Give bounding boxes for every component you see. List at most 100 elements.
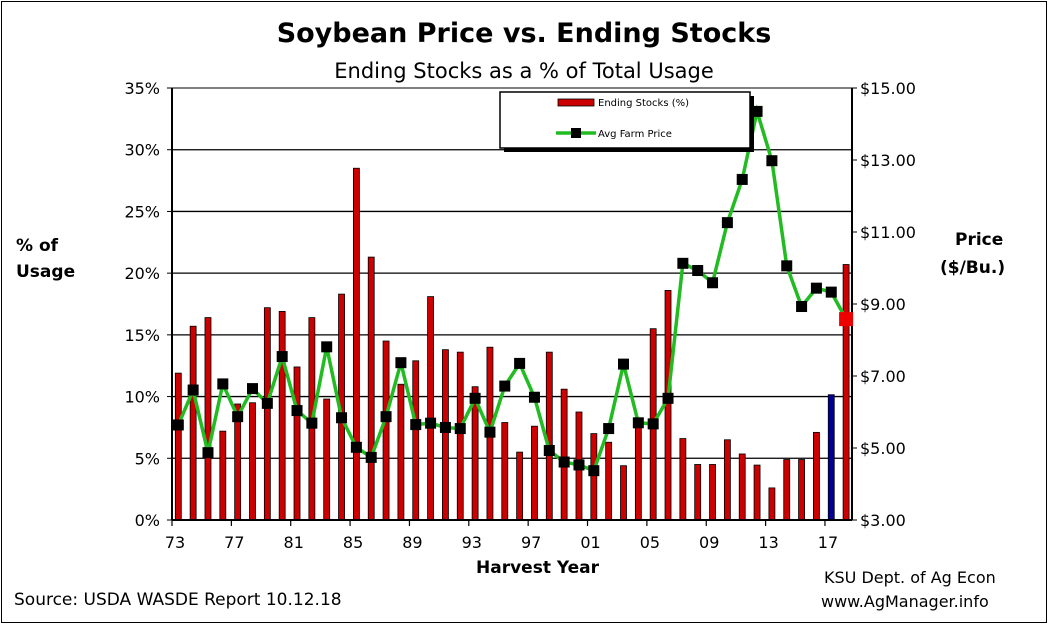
- legend-box: [499, 91, 751, 149]
- left-tick-label: 20%: [124, 264, 160, 283]
- price-marker-1978: [247, 383, 258, 395]
- bar-1974: [189, 325, 197, 521]
- right-tick-label: $3.00: [860, 511, 906, 530]
- left-tick-label: 10%: [124, 388, 160, 407]
- x-tick-label: 97: [521, 533, 541, 552]
- bar-1986: [367, 256, 375, 521]
- x-tick-label: 93: [462, 533, 482, 552]
- y-axis-right-label-line2: ($/Bu.): [940, 258, 1006, 278]
- price-marker-2017: [825, 286, 837, 298]
- price-marker-1985: [350, 441, 362, 453]
- price-marker-1987: [380, 411, 392, 423]
- price-marker-1980: [276, 351, 288, 363]
- bar-1987: [382, 340, 390, 521]
- price-marker-2014: [781, 260, 793, 272]
- price-marker-1990: [425, 417, 437, 429]
- price-marker-2006: [662, 392, 674, 404]
- bar-1991: [442, 349, 449, 521]
- bar-2011: [738, 453, 746, 521]
- bar-1973: [174, 372, 182, 521]
- legend-swatch-bar: [557, 98, 595, 107]
- bar-2018: [842, 264, 850, 521]
- price-marker-1981: [291, 405, 303, 417]
- bar-1981: [293, 366, 301, 521]
- price-marker-1983: [321, 341, 333, 353]
- price-marker-2013: [766, 155, 778, 167]
- bar-1995: [501, 422, 509, 521]
- price-marker-1992: [454, 423, 466, 435]
- y-axis-left-label-line2: Usage: [16, 262, 76, 282]
- price-marker-1993: [469, 392, 481, 404]
- bar-1992: [456, 351, 464, 521]
- chart-subtitle: Ending Stocks as a % of Total Usage: [334, 59, 714, 83]
- bar-1983: [323, 398, 331, 521]
- x-tick-label: 17: [818, 533, 838, 552]
- price-marker-1998: [543, 445, 555, 457]
- price-marker-1975: [202, 447, 214, 459]
- x-tick-label: 01: [580, 533, 600, 552]
- price-marker-1996: [514, 357, 526, 369]
- bar-1975: [204, 317, 212, 521]
- bar-2004: [634, 420, 642, 521]
- bar-1997: [531, 425, 538, 521]
- bar-2001: [590, 433, 598, 521]
- bar-2013: [768, 487, 776, 521]
- price-marker-2015: [796, 301, 808, 313]
- bar-1988: [397, 383, 405, 521]
- bar-1985: [352, 167, 360, 521]
- price-marker-1973: [172, 419, 184, 431]
- left-tick-label: 30%: [124, 141, 160, 160]
- price-marker-2002: [603, 423, 615, 435]
- bar-2010: [723, 439, 731, 521]
- price-marker-1997: [528, 391, 540, 403]
- source-note: Source: USDA WASDE Report 10.12.18: [14, 590, 342, 610]
- price-marker-2003: [618, 358, 629, 370]
- price-marker-1976: [217, 378, 229, 390]
- bar-2003: [620, 465, 627, 521]
- bar-1999: [560, 388, 568, 521]
- bar-2015: [798, 459, 805, 521]
- legend-label-ending-stocks: Ending Stocks (%): [598, 98, 689, 109]
- bar-2014: [783, 459, 791, 521]
- price-marker-1991: [439, 421, 451, 433]
- price-marker-2016: [810, 282, 822, 294]
- bar-1990: [427, 296, 434, 521]
- bar-2012: [753, 464, 761, 521]
- left-tick-label: 35%: [124, 79, 160, 98]
- price-marker-1974: [187, 384, 199, 396]
- x-tick-label: 05: [640, 533, 660, 552]
- bar-1996: [516, 451, 524, 521]
- bar-2008: [694, 464, 702, 521]
- x-tick-label: 09: [699, 533, 719, 552]
- left-tick-label: 25%: [124, 202, 160, 221]
- price-marker-1979: [261, 397, 273, 409]
- price-marker-2007: [677, 257, 689, 269]
- x-tick-label: 81: [284, 533, 304, 552]
- bar-1979: [263, 307, 271, 521]
- price-marker-2000: [573, 459, 585, 471]
- price-marker-1995: [499, 380, 511, 392]
- price-marker-2004: [632, 417, 644, 429]
- left-tick-label: 15%: [124, 326, 160, 345]
- price-marker-1999: [558, 456, 570, 468]
- price-marker-1982: [306, 417, 318, 429]
- bar-1976: [219, 430, 227, 521]
- right-tick-label: $5.00: [860, 439, 906, 458]
- right-tick-label: $11.00: [860, 223, 916, 242]
- price-marker-2001: [588, 465, 600, 477]
- price-marker-1977: [232, 411, 244, 423]
- price-marker-1986: [365, 451, 377, 463]
- price-line: [176, 104, 848, 473]
- left-tick-label: 5%: [135, 449, 160, 468]
- credit-line1: KSU Dept. of Ag Econ: [824, 568, 996, 587]
- credit-line2: www.AgManager.info: [821, 592, 989, 611]
- bar-2007: [679, 438, 687, 521]
- price-marker-2012: [751, 105, 763, 117]
- right-tick-label: $15.00: [860, 79, 916, 98]
- price-marker-1994: [484, 426, 496, 438]
- x-tick-label: 85: [343, 533, 363, 552]
- legend-swatch-marker: [571, 128, 581, 138]
- right-tick-label: $9.00: [860, 295, 906, 314]
